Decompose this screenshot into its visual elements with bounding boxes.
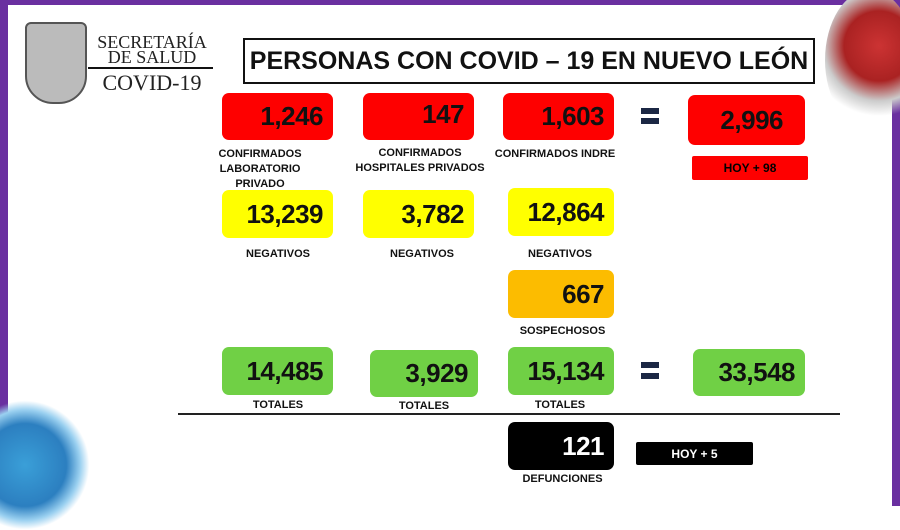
negative-private-hospitals-value: 3,782 bbox=[363, 190, 474, 238]
equals-icon bbox=[641, 373, 659, 379]
logo-line1: SECRETARÍA bbox=[97, 32, 207, 52]
grand-total-value: 33,548 bbox=[693, 349, 805, 396]
total-label: TOTALES bbox=[398, 400, 450, 412]
confirmed-private-hospitals-value: 147 bbox=[363, 93, 474, 140]
total-indre-value: 15,134 bbox=[508, 347, 614, 395]
equals-icon bbox=[641, 118, 659, 124]
deaths-today-badge: HOY + 5 bbox=[636, 442, 753, 465]
confirmed-total-value: 2,996 bbox=[688, 95, 805, 145]
right-frame-bar bbox=[892, 0, 900, 506]
negative-label: NEGATIVOS bbox=[528, 248, 592, 260]
state-coat-of-arms-icon bbox=[25, 22, 87, 104]
negative-label: NEGATIVOS bbox=[246, 248, 310, 260]
confirmed-indre-label: CONFIRMADOS INDRE bbox=[494, 148, 616, 160]
total-private-lab-value: 14,485 bbox=[222, 347, 333, 395]
virus-image-bottom-left bbox=[0, 400, 90, 530]
confirmed-private-lab-label: CONFIRMADOS LABORATORIO PRIVADO bbox=[218, 148, 302, 190]
confirmed-private-hospitals-label: CONFIRMADOS HOSPITALES PRIVADOS bbox=[355, 147, 485, 174]
total-label: TOTALES bbox=[534, 399, 586, 411]
logo-line2: DE SALUD bbox=[107, 47, 197, 67]
logo-divider bbox=[88, 67, 213, 69]
page-title: PERSONAS CON COVID – 19 EN NUEVO LEÓN bbox=[243, 38, 815, 84]
total-private-hospitals-value: 3,929 bbox=[370, 350, 478, 397]
virus-image-top-right bbox=[825, 0, 900, 130]
negative-indre-value: 12,864 bbox=[508, 188, 614, 236]
confirmed-private-lab-value: 1,246 bbox=[222, 93, 333, 140]
negative-private-lab-value: 13,239 bbox=[222, 190, 333, 238]
equals-icon bbox=[641, 362, 659, 368]
logo-line3: COVID-19 bbox=[102, 70, 202, 95]
suspect-value: 667 bbox=[508, 270, 614, 318]
total-label: TOTALES bbox=[252, 399, 304, 411]
equals-icon bbox=[641, 108, 659, 114]
suspect-label: SOSPECHOSOS bbox=[519, 325, 606, 337]
deaths-value: 121 bbox=[508, 422, 614, 470]
top-frame-bar bbox=[0, 0, 900, 5]
divider-line bbox=[178, 413, 840, 415]
negative-label: NEGATIVOS bbox=[390, 248, 454, 260]
confirmed-today-badge: HOY + 98 bbox=[692, 156, 808, 180]
confirmed-indre-value: 1,603 bbox=[503, 93, 614, 140]
deaths-label: DEFUNCIONES bbox=[522, 473, 603, 485]
left-frame-bar bbox=[0, 0, 8, 506]
